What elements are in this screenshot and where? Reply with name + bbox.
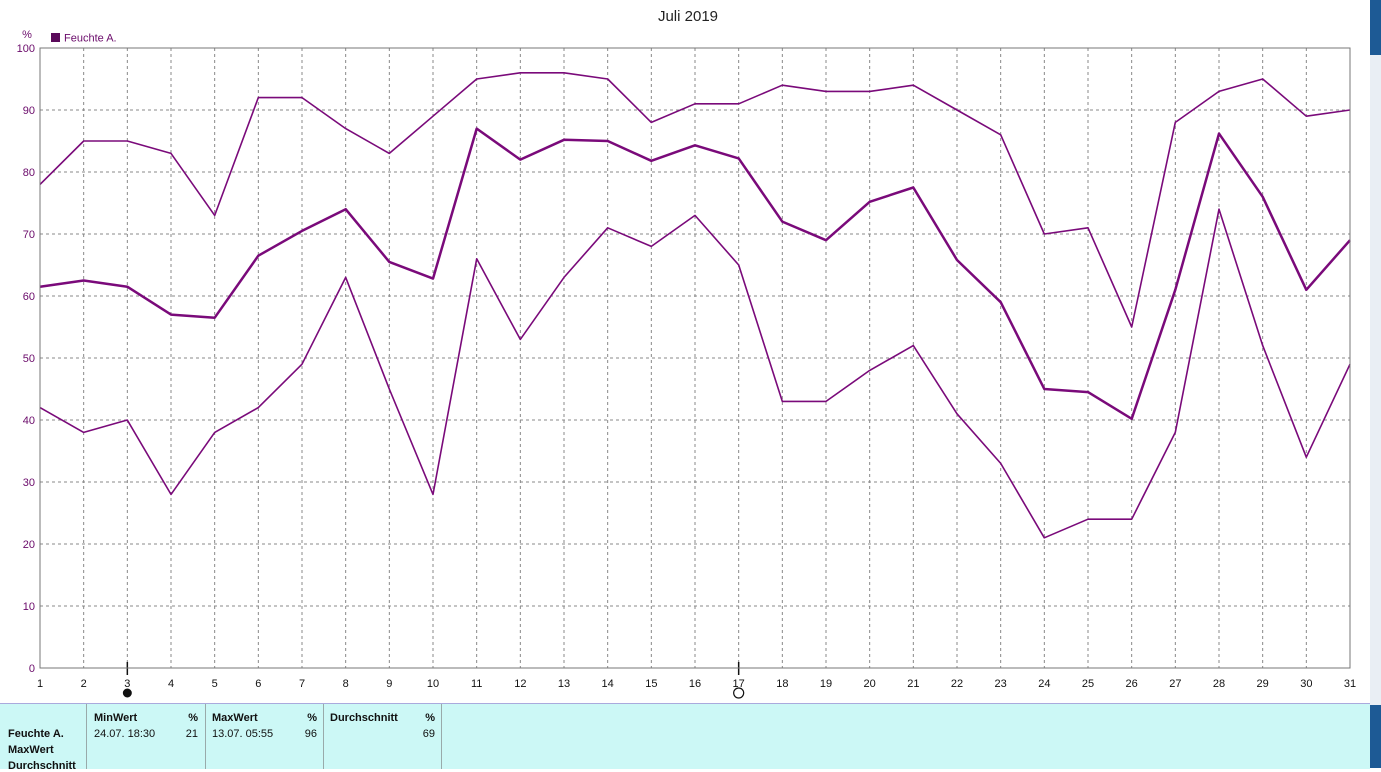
series-line-1 [39, 72, 1351, 328]
stats-max-column: MaxWert % 13.07. 05:55 96 [206, 704, 324, 769]
empty-day-marker [733, 687, 745, 699]
x-tick-label: 5 [212, 678, 218, 690]
x-tick-label: 29 [1257, 678, 1269, 690]
x-tick-label: 9 [386, 678, 392, 690]
min-header: MinWert [94, 712, 138, 724]
legend-label: Feuchte A. [64, 33, 117, 45]
max-value: 96 [304, 728, 317, 740]
x-tick-label: 31 [1344, 678, 1356, 690]
y-tick-label: 90 [23, 105, 35, 117]
x-tick-label: 6 [255, 678, 261, 690]
min-unit: % [188, 712, 198, 724]
x-tick-label: 26 [1126, 678, 1138, 690]
avg-unit: % [425, 712, 435, 724]
avg-value: 69 [422, 728, 435, 740]
y-tick-label: 10 [23, 601, 35, 613]
stats-avg-column: Durchschnitt % 69 [324, 704, 442, 769]
min-time: 24.07. 18:30 [94, 728, 156, 740]
y-tick-label: 50 [23, 353, 35, 365]
x-tick-label: 24 [1038, 678, 1050, 690]
y-tick-label: 60 [23, 291, 35, 303]
x-tick-label: 2 [81, 678, 87, 690]
y-tick-label: 20 [23, 539, 35, 551]
max-header: MaxWert [212, 712, 258, 724]
plot-frame [39, 47, 1351, 669]
x-tick-label: 20 [864, 678, 876, 690]
y-axis-unit: % [22, 29, 32, 41]
x-tick-label: 27 [1169, 678, 1181, 690]
x-tick-label: 22 [951, 678, 963, 690]
x-tick-label: 1 [37, 678, 43, 690]
x-tick-label: 3 [124, 678, 130, 690]
x-tick-label: 14 [602, 678, 614, 690]
y-tick-label: 0 [29, 663, 35, 675]
max-unit: % [307, 712, 317, 724]
x-tick-label: 16 [689, 678, 701, 690]
x-tick-label: 8 [343, 678, 349, 690]
y-tick-label: 80 [23, 167, 35, 179]
series-line-3 [39, 208, 1351, 539]
stats-panel: Feuchte A. MaxWert Durchschnitt MinWert … [0, 703, 1370, 772]
x-tick-label: 21 [907, 678, 919, 690]
avg-header: Durchschnitt [330, 712, 398, 724]
x-tick-label: 10 [427, 678, 439, 690]
y-tick-label: 40 [23, 415, 35, 427]
x-tick-label: 15 [645, 678, 657, 690]
x-tick-label: 11 [471, 678, 482, 690]
stats-label-column: Feuchte A. MaxWert Durchschnitt [0, 704, 87, 772]
x-tick-label: 25 [1082, 678, 1094, 690]
stats-min-column: MinWert % 24.07. 18:30 21 [87, 704, 206, 769]
x-tick-label: 7 [299, 678, 305, 690]
min-value: 21 [185, 728, 198, 740]
x-tick-label: 19 [820, 678, 832, 690]
chart-title: Juli 2019 [658, 8, 718, 25]
x-tick-label: 4 [168, 678, 174, 690]
y-tick-label: 100 [17, 43, 35, 55]
x-tick-label: 12 [514, 678, 526, 690]
row-label-maxwert: MaxWert [8, 744, 54, 756]
x-tick-label: 13 [558, 678, 570, 690]
max-time: 13.07. 05:55 [212, 728, 274, 740]
x-tick-label: 18 [776, 678, 788, 690]
x-tick-label: 17 [733, 678, 745, 690]
filled-day-marker [122, 688, 132, 698]
y-tick-label: 30 [23, 477, 35, 489]
x-tick-label: 30 [1300, 678, 1312, 690]
y-tick-label: 70 [23, 229, 35, 241]
x-tick-label: 23 [995, 678, 1007, 690]
humidity-chart: Juli 2019 % Feuchte A. 0 10 20 30 40 50 60 70 80… [17, 8, 1356, 699]
series-line-2 [39, 127, 1351, 421]
legend-swatch [51, 33, 60, 42]
window-edge-strip [1370, 0, 1381, 768]
row-label-feuchte: Feuchte A. [8, 728, 64, 740]
row-label-durchschnitt: Durchschnitt [8, 760, 76, 772]
x-tick-label: 28 [1213, 678, 1225, 690]
